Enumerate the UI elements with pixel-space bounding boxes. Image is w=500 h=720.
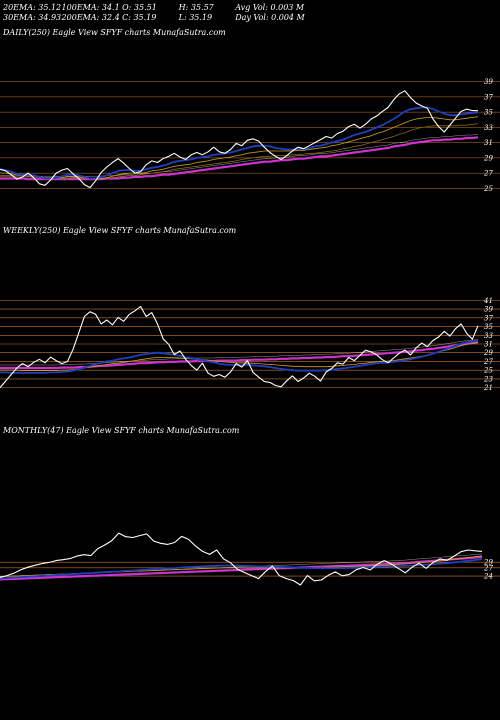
daily-ytick-label: 39 (484, 78, 493, 86)
daily-ytick-label: 29 (483, 154, 493, 162)
monthly-price-line (0, 532, 483, 586)
daily-ma-line (0, 116, 479, 179)
daily-ytick-label: 35 (484, 109, 493, 117)
ema200-readout: 200EMA: 32.4 (61, 13, 120, 22)
weekly-ma-line (0, 341, 479, 372)
weekly-ytick-label: 27 (483, 358, 493, 366)
daily-ytick-label: 37 (484, 93, 493, 101)
weekly-ytick-label: 39 (484, 306, 493, 314)
daily-ema-fast-line (0, 106, 479, 180)
daily-chart-title: DAILY(250) Eagle View SFYF charts Munafa… (3, 28, 226, 37)
daily-ytick-label: 31 (484, 139, 493, 147)
day-volume-readout: Day Vol: 0.004 M (235, 13, 305, 22)
weekly-ema-slow-line (0, 341, 479, 370)
weekly-ytick-label: 23 (483, 375, 493, 383)
ema20-readout: 20EMA: 35.12 (3, 3, 62, 12)
monthly-ytick-label: 27 (483, 564, 493, 572)
daily-ma2-line (0, 123, 479, 179)
monthly-ema-slow-line (0, 555, 483, 581)
weekly-ytick-label: 25 (483, 367, 493, 375)
weekly-ytick-label: 31 (484, 341, 493, 349)
monthly-chart-title: MONTHLY(47) Eagle View SFYF charts Munaf… (3, 426, 240, 435)
monthly-ema-fast-line (0, 558, 483, 580)
avg-volume-readout: Avg Vol: 0.003 M (235, 3, 305, 12)
ema100-readout: 100EMA: 34.1 (61, 3, 120, 12)
weekly-ytick-label: 37 (484, 314, 493, 322)
indicator-header-row-2: 30EMA: 34.93 200EMA: 32.4 C: 35.19 L: 35… (3, 13, 305, 23)
open-readout: O: 35.51 (122, 3, 157, 12)
indicator-header-row-1: 20EMA: 35.12 100EMA: 34.1 O: 35.51 H: 35… (3, 3, 304, 13)
weekly-ytick-label: 29 (483, 349, 493, 357)
close-readout: C: 35.19 (122, 13, 157, 22)
low-readout: L: 35.19 (178, 13, 213, 22)
monthly-ytick-label: 29 (483, 559, 493, 567)
weekly-chart-title: WEEKLY(250) Eagle View SFYF charts Munaf… (3, 226, 237, 235)
daily-ytick-label: 27 (483, 170, 493, 178)
high-readout: H: 35.57 (178, 3, 214, 12)
ema30-readout: 30EMA: 34.93 (3, 13, 62, 22)
weekly-ytick-label: 35 (484, 323, 493, 331)
weekly-price-line (0, 305, 479, 388)
weekly-ytick-label: 33 (484, 332, 493, 340)
daily-price-line (0, 90, 479, 189)
weekly-ytick-label: 41 (483, 297, 493, 305)
daily-ytick-label: 25 (483, 185, 493, 193)
monthly-ytick-label: 24 (483, 573, 493, 581)
weekly-ytick-label: 21 (483, 384, 493, 392)
weekly-ma-white-line (0, 339, 479, 366)
daily-ytick-label: 33 (484, 124, 493, 132)
